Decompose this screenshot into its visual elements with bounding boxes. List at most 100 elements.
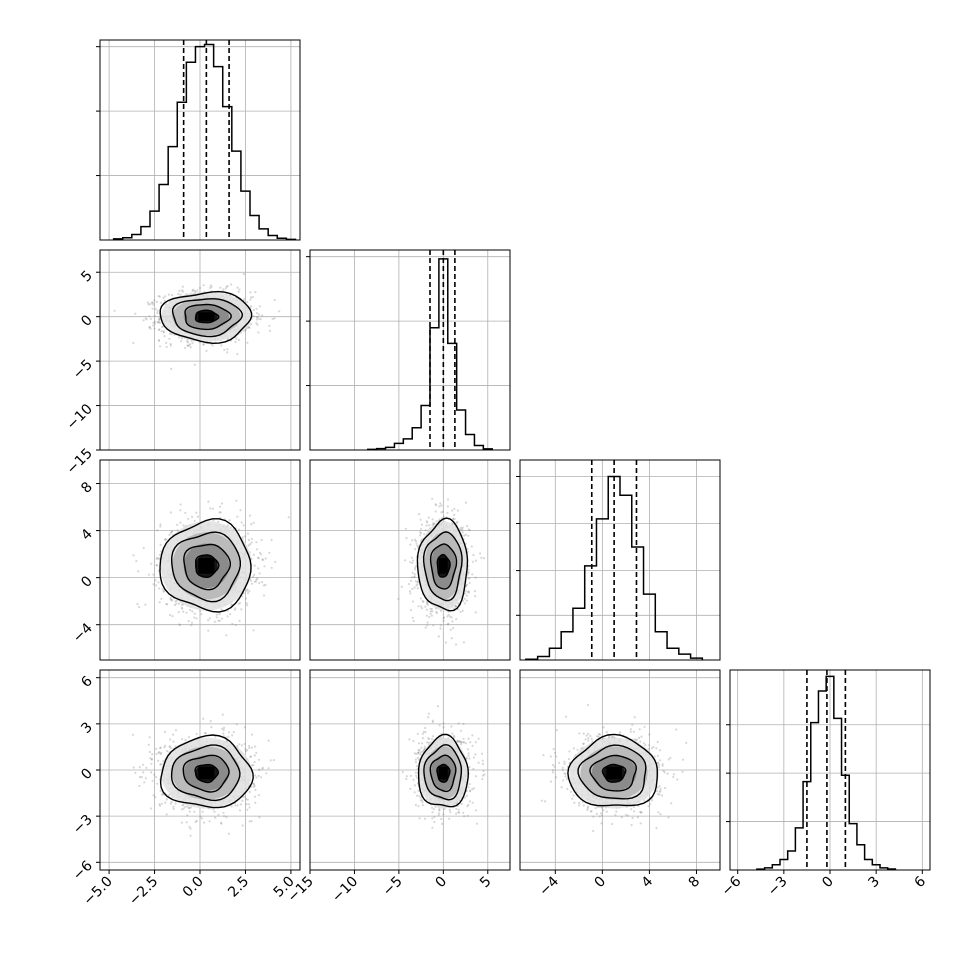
density-panel-4-2-contour-2 bbox=[429, 754, 457, 793]
density-panel-4-2-sample-point bbox=[467, 803, 470, 807]
density-panel-4-3-contour-2 bbox=[589, 754, 638, 792]
density-panel-4-1-sample-point bbox=[159, 763, 162, 766]
hist-panel-3-frame bbox=[519, 459, 721, 661]
density-panel-4-1-sample-point bbox=[181, 808, 184, 811]
density-panel-3-2-sample-point bbox=[463, 534, 466, 537]
density-panel-2-1-sample-point bbox=[247, 326, 250, 329]
density-panel-3-2-sample-point bbox=[440, 511, 443, 514]
density-panel-2-1-sample-point bbox=[188, 344, 191, 347]
density-panel-4-1-sample-point bbox=[174, 729, 178, 732]
density-panel-2-1-sample-point bbox=[184, 346, 187, 350]
density-panel-3-1-sample-point bbox=[193, 612, 196, 615]
density-panel-3-1-sample-point bbox=[263, 565, 266, 568]
density-panel-3-2-sample-point bbox=[454, 605, 457, 608]
density-panel-4-2-sample-point bbox=[438, 812, 441, 815]
density-panel-4-3-sample-point bbox=[569, 790, 573, 793]
density-panel-3-2-sample-point bbox=[446, 498, 450, 501]
density-panel-4-2-sample-point bbox=[437, 814, 440, 817]
density-panel-2-1-sample-point bbox=[157, 320, 160, 323]
density-panel-3-2-sample-point bbox=[404, 559, 407, 562]
density-panel-4-3-sample-point bbox=[562, 779, 565, 782]
density-panel-4-2-sample-point bbox=[418, 749, 421, 752]
density-panel-2-1-sample-point bbox=[158, 321, 162, 324]
density-panel-4-1-sample-point bbox=[225, 816, 228, 819]
density-panel-4-3-sample-point bbox=[608, 735, 611, 738]
density-panel-3-1-sample-point bbox=[244, 597, 247, 600]
density-panel-4-2-sample-point bbox=[430, 806, 434, 809]
density-panel-3-2-sample-point bbox=[441, 510, 444, 513]
density-panel-3-1-sample-point bbox=[173, 604, 177, 607]
density-panel-4-2-sample-point bbox=[417, 752, 420, 755]
density-panel-4-1-sample-point bbox=[254, 801, 257, 805]
density-panel-4-1-sample-point bbox=[188, 825, 191, 828]
density-panel-4-2-sample-point bbox=[457, 811, 460, 814]
density-panel-4-3-sample-point bbox=[560, 786, 563, 789]
density-panel-2-1-sample-point bbox=[165, 341, 168, 344]
density-panel-4-1-sample-point bbox=[165, 813, 168, 816]
density-panel-4-3-sample-point bbox=[587, 703, 590, 707]
density-panel-4-1-xtick-label: 0.0 bbox=[180, 874, 207, 901]
density-panel-2-1-sample-point bbox=[278, 310, 281, 313]
density-panel-4-2-sample-point bbox=[442, 813, 445, 816]
density-panel-4-3-sample-point bbox=[649, 803, 652, 806]
density-panel-3-1-sample-point bbox=[215, 613, 218, 616]
density-panel-4-1-sample-point bbox=[250, 820, 253, 823]
density-panel-4-2-sample-point bbox=[482, 769, 485, 773]
density-panel-3-2-sample-point bbox=[480, 556, 483, 559]
density-panel-4-2-sample-point bbox=[421, 732, 424, 736]
density-panel-4-1-sample-point bbox=[259, 776, 263, 779]
density-panel-3-1-sample-point bbox=[241, 536, 244, 539]
density-panel-4-1-ytick-label: −3 bbox=[70, 812, 96, 838]
density-panel-4-2-xtick-label: −5 bbox=[380, 874, 406, 900]
density-panel-3-2-sample-point bbox=[473, 590, 476, 593]
density-panel-4-1-sample-point bbox=[141, 763, 145, 766]
density-panel-3-1-sample-point bbox=[245, 602, 248, 605]
density-panel-4-3-sample-point bbox=[658, 763, 661, 767]
density-panel-3-1-sample-point bbox=[215, 616, 218, 619]
density-panel-3-1-sample-point bbox=[255, 578, 258, 581]
density-panel-4-2-peak-cell bbox=[438, 766, 448, 780]
density-panel-3-1-sample-point bbox=[268, 551, 271, 554]
density-panel-4-3-sample-point bbox=[639, 740, 642, 743]
density-panel-4-2-sample-point bbox=[422, 730, 425, 734]
density-panel-3-2-sample-point bbox=[408, 590, 411, 593]
density-panel-4-3-sample-point bbox=[685, 741, 688, 745]
density-panel-3-1-sample-point bbox=[255, 580, 258, 583]
density-panel-3-1-sample-point bbox=[155, 564, 158, 567]
density-panel-3-2-sample-point bbox=[409, 579, 413, 583]
density-panel-2-1-sample-point bbox=[158, 318, 161, 321]
density-panel-4-3-sample-point bbox=[542, 754, 545, 757]
density-panel-4-2-sample-point bbox=[426, 741, 429, 744]
density-panel-4-1-sample-point bbox=[251, 764, 254, 767]
density-panel-4-3-sample-point bbox=[551, 763, 555, 767]
density-panel-3-1-sample-point bbox=[187, 620, 190, 623]
density-panel-3-1-sample-point bbox=[287, 516, 290, 519]
density-panel-4-1-sample-point bbox=[227, 735, 230, 738]
density-panel-4-3-sample-point bbox=[629, 730, 633, 733]
hist-panel-2 bbox=[306, 250, 510, 451]
density-panel-4-1-sample-point bbox=[249, 755, 252, 759]
density-panel-2-1-sample-point bbox=[151, 307, 154, 310]
density-panel-2-1-sample-point bbox=[261, 314, 264, 317]
density-panel-2-1-sample-point bbox=[149, 327, 152, 330]
density-panel-4-1-contour-4 bbox=[159, 734, 254, 809]
density-panel-3-1-sample-point bbox=[248, 514, 252, 517]
density-panel-3-1-sample-point bbox=[152, 573, 155, 576]
density-panel-4-1-sample-point bbox=[172, 805, 175, 808]
density-panel-3-1-sample-point bbox=[142, 547, 145, 550]
density-panel-4-2-sample-point bbox=[423, 817, 427, 820]
density-panel-4-2-sample-point bbox=[481, 774, 484, 777]
density-panel-2-1-sample-point bbox=[170, 333, 173, 336]
density-panel-4-2-sample-point bbox=[438, 809, 441, 812]
density-panel-4-3-sample-point bbox=[602, 809, 605, 812]
density-panel-4-1-sample-point bbox=[150, 758, 153, 761]
density-panel-3-1-sample-point bbox=[179, 509, 182, 512]
density-panel-3-2-sample-point bbox=[442, 616, 445, 619]
density-panel-4-1-sample-point bbox=[236, 804, 239, 807]
density-panel-2-1-sample-point bbox=[202, 284, 205, 287]
density-panel-2-1-sample-point bbox=[161, 325, 164, 329]
density-panel-3-1-sample-point bbox=[180, 606, 183, 609]
density-panel-4-1-sample-point bbox=[188, 810, 191, 813]
density-panel-4-1-sample-point bbox=[214, 735, 217, 738]
density-panel-4-2-sample-point bbox=[469, 741, 472, 744]
